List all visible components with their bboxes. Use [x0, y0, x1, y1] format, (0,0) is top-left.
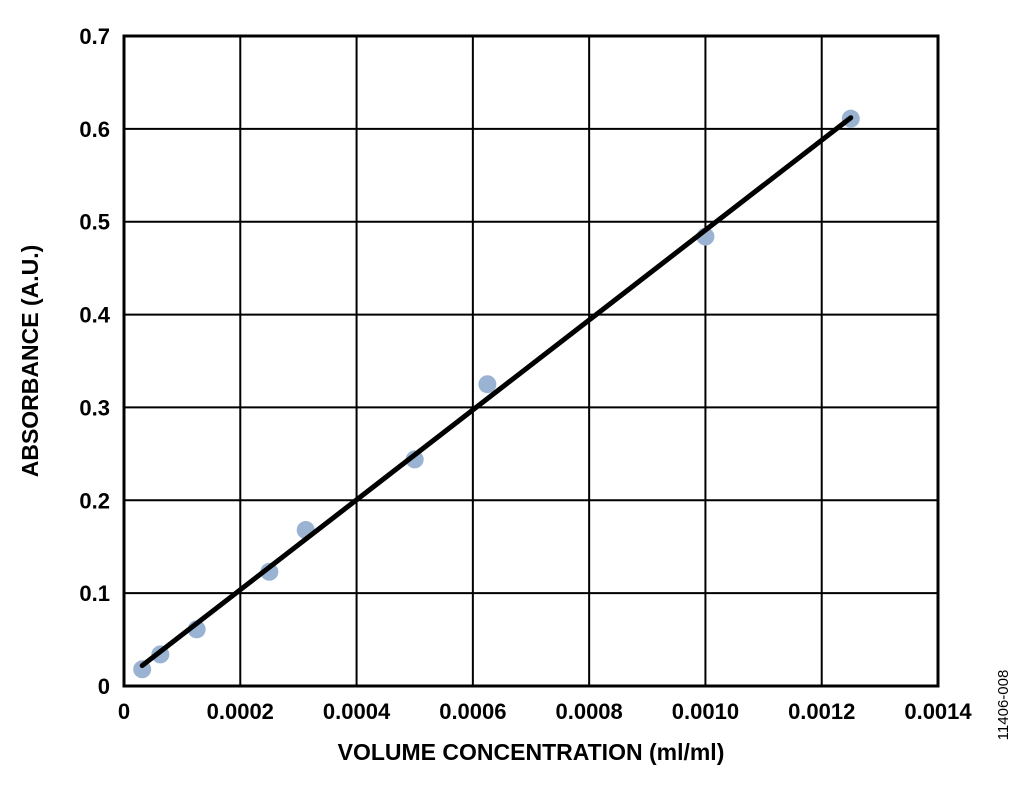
x-tick-label: 0.0004 [323, 699, 391, 724]
x-axis-title: VOLUME CONCENTRATION (ml/ml) [338, 739, 725, 765]
y-tick-labels: 0 0.1 0.2 0.3 0.4 0.5 0.6 0.7 [79, 24, 110, 699]
y-tick-label: 0.3 [79, 395, 110, 420]
plot-frame [122, 34, 940, 688]
y-tick-label: 0 [98, 674, 110, 699]
x-tick-label: 0.0008 [555, 699, 622, 724]
x-tick-labels: 0 0.0002 0.0004 0.0006 0.0008 0.0010 0.0012 0.0… [118, 699, 973, 724]
y-tick-label: 0.4 [79, 303, 110, 328]
x-tick-label: 0 [118, 699, 130, 724]
y-tick-label: 0.2 [79, 488, 110, 513]
fit-line [139, 115, 854, 669]
y-axis-title: ABSORBANCE (A.U.) [17, 245, 43, 478]
y-tick-label: 0.1 [79, 581, 110, 606]
x-tick-label: 0.0002 [207, 699, 274, 724]
y-tick-label: 0.5 [79, 210, 110, 235]
x-tick-label: 0.0006 [439, 699, 506, 724]
data-point [260, 562, 279, 581]
x-tick-label: 0.0010 [672, 699, 739, 724]
x-tick-label: 0.0012 [788, 699, 855, 724]
figure-id: 11406-008 [995, 670, 1012, 741]
data-point [478, 375, 497, 394]
y-tick-label: 0.7 [79, 24, 110, 49]
y-tick-label: 0.6 [79, 117, 110, 142]
fit-line-group [139, 115, 854, 669]
x-tick-label: 0.0014 [904, 699, 972, 724]
grid [124, 36, 938, 686]
data-point [405, 450, 424, 469]
